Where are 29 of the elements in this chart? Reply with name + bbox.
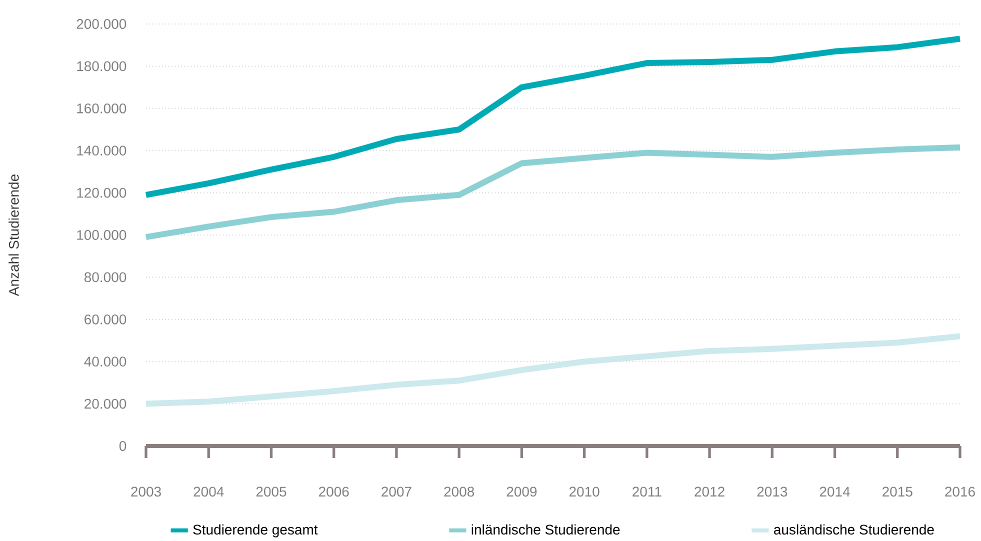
x-tick-label: 2015 [882,486,912,497]
y-tick-label: 200.000 [76,19,126,29]
y-tick-label: 100.000 [77,230,126,240]
y-tick-label: 180.000 [77,61,126,72]
x-tick-label: 2006 [318,486,349,497]
x-tick-label: 2003 [131,486,161,497]
y-tick-label: 40.000 [84,356,126,367]
x-tick-label: 2009 [506,486,537,497]
legend-label: ausländische Studierende [774,524,934,535]
x-tick-label: 2012 [694,486,724,497]
x-tick-label: 2016 [945,486,975,497]
y-tick-label: 80.000 [84,272,126,282]
x-tick-label: 2010 [569,486,600,497]
y-tick-label: 60.000 [84,314,126,324]
y-tick-label: 0 [119,441,126,451]
y-tick-label: 140.000 [77,146,126,156]
y-tick-label: 20.000 [84,398,126,409]
legend-label: inländische Studierende [472,524,620,535]
x-tick-label: 2011 [632,486,662,497]
y-axis-title: Anzahl Studierende [8,174,19,296]
y-tick-label: 120.000 [77,188,126,198]
y-tick-label: 160.000 [77,103,126,114]
legend-label: Studierende gesamt [193,524,318,538]
x-tick-label: 2005 [256,486,286,497]
x-tick-label: 2013 [757,486,788,497]
x-tick-label: 2008 [444,486,474,497]
x-tick-label: 2007 [382,486,412,497]
x-tick-label: 2014 [820,486,850,497]
x-tick-label: 2004 [194,486,224,497]
